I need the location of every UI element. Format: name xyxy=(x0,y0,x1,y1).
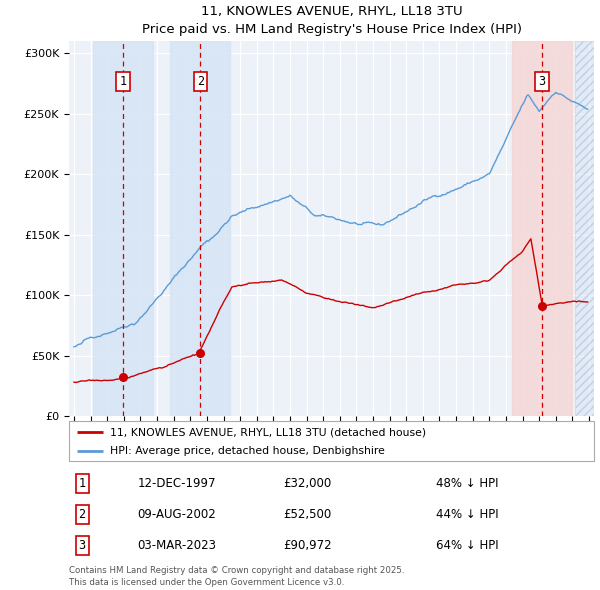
Text: £90,972: £90,972 xyxy=(283,539,331,552)
Text: £52,500: £52,500 xyxy=(283,508,331,522)
Text: 11, KNOWLES AVENUE, RHYL, LL18 3TU (detached house): 11, KNOWLES AVENUE, RHYL, LL18 3TU (deta… xyxy=(110,427,426,437)
Bar xyxy=(575,41,594,416)
Text: £32,000: £32,000 xyxy=(283,477,331,490)
Title: 11, KNOWLES AVENUE, RHYL, LL18 3TU
Price paid vs. HM Land Registry's House Price: 11, KNOWLES AVENUE, RHYL, LL18 3TU Price… xyxy=(142,5,521,36)
Text: 1: 1 xyxy=(79,477,86,490)
Text: 2: 2 xyxy=(197,75,204,88)
Text: 48% ↓ HPI: 48% ↓ HPI xyxy=(437,477,499,490)
Text: 64% ↓ HPI: 64% ↓ HPI xyxy=(437,539,499,552)
Text: 12-DEC-1997: 12-DEC-1997 xyxy=(137,477,216,490)
Bar xyxy=(170,41,230,416)
Text: 3: 3 xyxy=(538,75,545,88)
Text: 3: 3 xyxy=(79,539,86,552)
Bar xyxy=(512,41,572,416)
Text: 1: 1 xyxy=(119,75,127,88)
Text: 09-AUG-2002: 09-AUG-2002 xyxy=(137,508,216,522)
Text: HPI: Average price, detached house, Denbighshire: HPI: Average price, detached house, Denb… xyxy=(110,445,385,455)
Text: Contains HM Land Registry data © Crown copyright and database right 2025.
This d: Contains HM Land Registry data © Crown c… xyxy=(69,566,404,587)
FancyBboxPatch shape xyxy=(69,421,594,461)
Text: 03-MAR-2023: 03-MAR-2023 xyxy=(137,539,216,552)
Text: 2: 2 xyxy=(79,508,86,522)
Bar xyxy=(93,41,153,416)
Text: 44% ↓ HPI: 44% ↓ HPI xyxy=(437,508,499,522)
